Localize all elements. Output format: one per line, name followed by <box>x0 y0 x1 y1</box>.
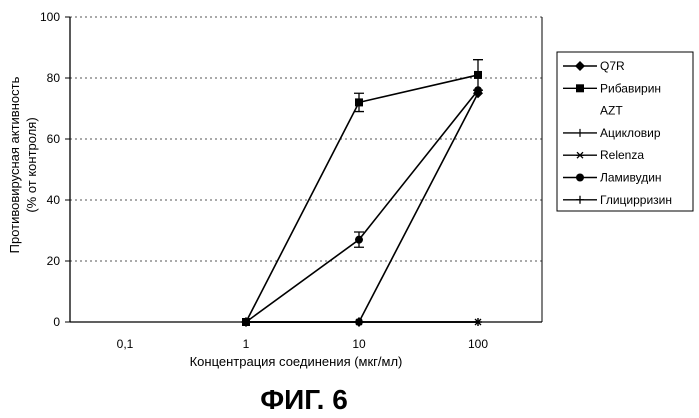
figure-caption: ФИГ. 6 <box>260 384 348 415</box>
legend-label: Ацикловир <box>600 126 661 140</box>
series-line <box>246 90 478 322</box>
legend-label: Рибавирин <box>600 81 661 95</box>
legend-marker <box>576 84 584 92</box>
y-tick-label: 0 <box>53 315 60 329</box>
legend-label: Relenza <box>600 148 644 162</box>
x-axis-title: Концентрация соединения (мкг/мл) <box>190 354 403 369</box>
series-6 <box>242 86 482 326</box>
series-1 <box>241 88 483 327</box>
legend-item: AZT <box>600 104 623 118</box>
legend-label: Ламивудин <box>600 171 662 185</box>
legend-marker <box>576 174 584 182</box>
x-tick-label: 0,1 <box>117 337 134 351</box>
y-ticks: 0 20 40 60 80 100 <box>40 10 70 329</box>
x-tick-label: 1 <box>243 337 250 351</box>
y-tick-label: 40 <box>47 193 61 207</box>
data-point <box>355 98 363 106</box>
data-point <box>355 236 363 244</box>
y-tick-label: 20 <box>47 254 61 268</box>
x-ticks: 0,1 1 10 100 <box>117 337 489 351</box>
series-2 <box>242 60 483 326</box>
y-axis-title-line2: (% от контроля) <box>24 117 39 212</box>
y-tick-label: 80 <box>47 71 61 85</box>
y-axis-title-line1: Противовирусная активность <box>7 76 22 253</box>
x-tick-label: 100 <box>468 337 488 351</box>
y-tick-label: 100 <box>40 10 60 24</box>
legend-label: AZT <box>600 104 623 118</box>
series-line <box>246 93 478 322</box>
x-tick-label: 10 <box>352 337 366 351</box>
gridlines <box>70 17 542 261</box>
legend-label: Q7R <box>600 59 625 73</box>
data-point <box>474 71 482 79</box>
y-tick-label: 60 <box>47 132 61 146</box>
legend-label: Глицирризин <box>600 193 672 207</box>
series-layer <box>241 60 483 327</box>
axes <box>70 17 542 322</box>
data-point <box>474 86 482 94</box>
legend: Q7R Рибавирин AZT Ацикловир Relenza Ламивудин… <box>557 52 693 211</box>
